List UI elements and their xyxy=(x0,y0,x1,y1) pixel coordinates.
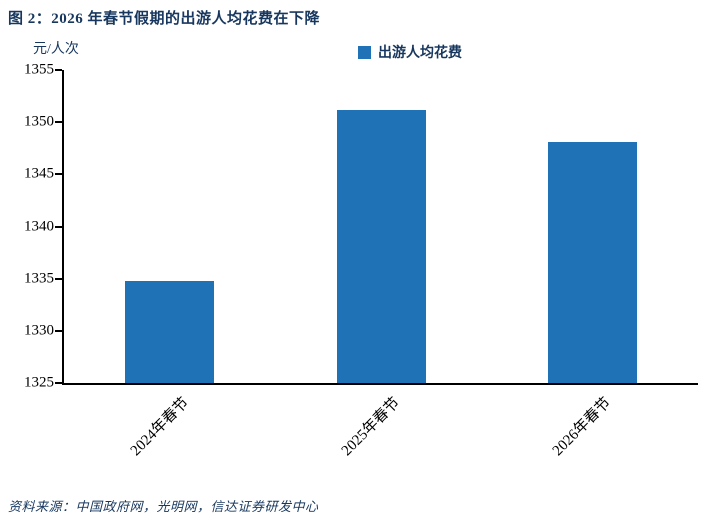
y-tick-mark xyxy=(55,121,62,124)
legend-label: 出游人均花费 xyxy=(378,46,462,61)
y-tick-mark xyxy=(55,69,62,71)
y-tick-mark xyxy=(55,329,62,332)
x-category-label: 2024年春节 xyxy=(127,394,193,460)
y-tick-mark xyxy=(55,382,62,384)
y-tick-label: 1335 xyxy=(24,270,54,287)
x-category-label: 2026年春节 xyxy=(549,394,615,460)
y-tick-label: 1340 xyxy=(24,218,54,234)
y-tick-label: 1350 xyxy=(24,113,54,130)
y-tick-label: 1355 xyxy=(24,61,54,78)
y-tick-mark xyxy=(55,173,62,176)
plot-area: 1325 1330 1335 1340 1345 1350 1355 2024年春节 2025年… xyxy=(24,62,698,459)
y-tick-mark xyxy=(55,225,62,228)
x-category-label: 2025年春节 xyxy=(338,394,404,460)
figure-title: 图 2：2026 年春节假期的出游人均花费在下降 xyxy=(8,11,321,27)
bar-2024年春节 xyxy=(125,280,214,383)
source-note: 资料来源：中国政府网，光明网，信达证券研发中心 xyxy=(8,499,319,514)
legend-swatch xyxy=(358,45,371,59)
legend: 出游人均花费 xyxy=(358,42,462,62)
bar-2026年春节 xyxy=(548,141,637,383)
y-tick-label: 1345 xyxy=(24,165,54,182)
y-tick-label: 1330 xyxy=(24,322,54,339)
y-axis-unit-label: 元/人次 xyxy=(33,42,79,57)
y-tick-mark xyxy=(55,277,62,280)
y-tick-label: 1325 xyxy=(24,374,54,391)
bar-2025年春节 xyxy=(337,109,426,383)
